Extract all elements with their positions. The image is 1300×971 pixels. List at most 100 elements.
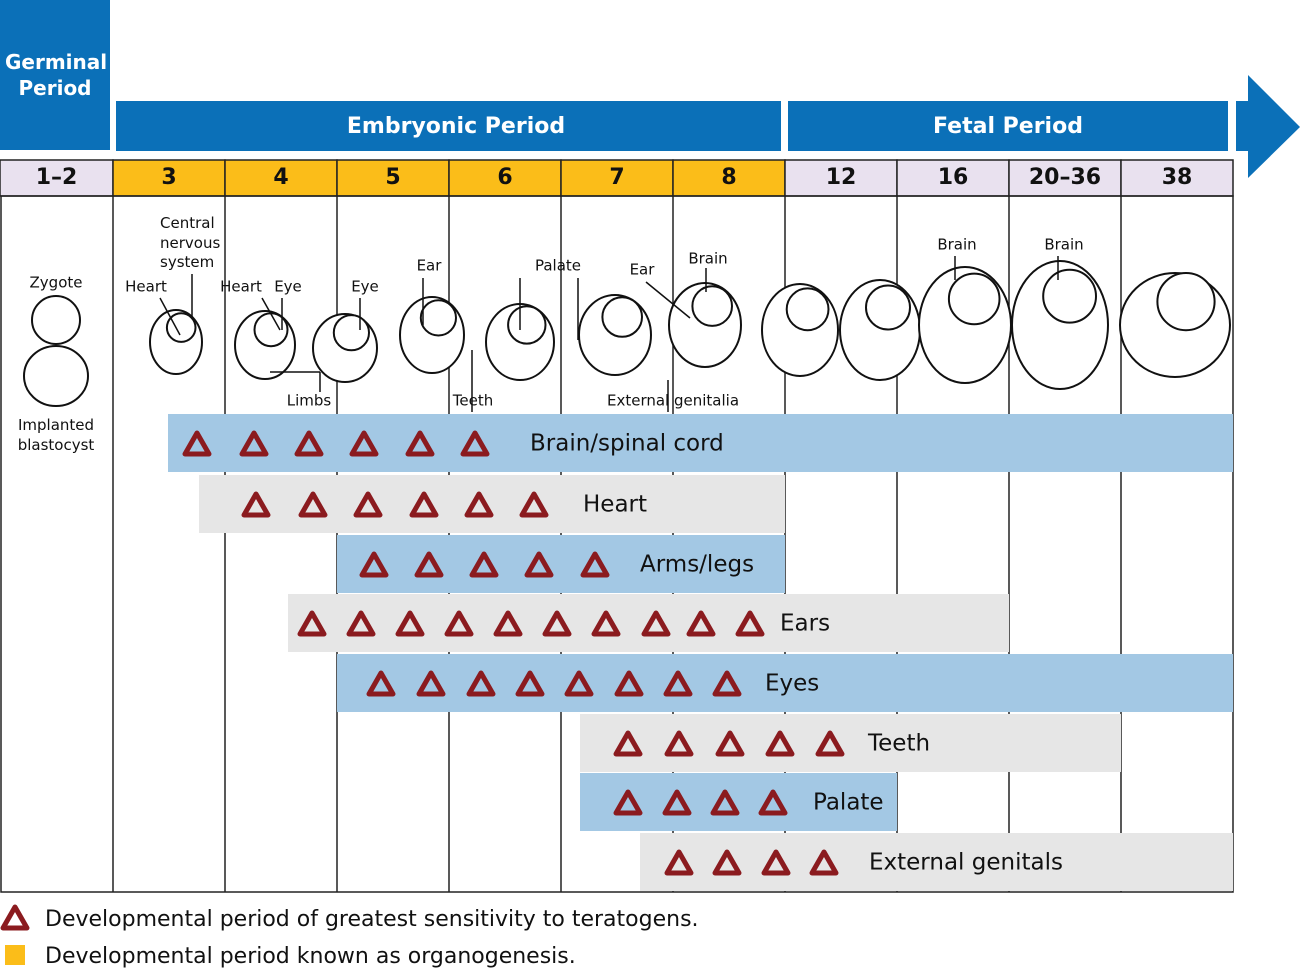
- legend-swatch: [5, 945, 25, 965]
- illustration-label: Heart: [220, 278, 262, 296]
- sensitivity-bar: [580, 714, 1121, 772]
- illustration-label: Brain: [1044, 236, 1083, 254]
- sensitivity-marker: [444, 610, 474, 637]
- embryo-head: [785, 287, 830, 332]
- sensitivity-marker: [664, 730, 694, 757]
- sensitivity-marker: [710, 789, 740, 816]
- sensitivity-marker: [758, 789, 788, 816]
- leader-line: [159, 297, 181, 336]
- legend-marker: [0, 904, 30, 931]
- sensitivity-marker: [464, 491, 494, 518]
- week-cell: [1008, 159, 1122, 197]
- illustration-label: Ear: [630, 261, 656, 279]
- sensitivity-label: Palate: [813, 790, 884, 816]
- sensitivity-marker: [613, 730, 643, 757]
- sensitivity-marker: [641, 610, 671, 637]
- sensitivity-marker: [395, 610, 425, 637]
- week-label: 3: [161, 165, 176, 190]
- illustration-label: Central nervous system: [160, 214, 221, 271]
- sensitivity-marker: [613, 789, 643, 816]
- sensitivity-marker: [241, 491, 271, 518]
- sensitivity-marker: [466, 670, 496, 697]
- week-cell: [560, 159, 674, 197]
- sensitivity-bar: [337, 535, 785, 593]
- embryo-head: [1156, 272, 1216, 332]
- timeline-arrow: [1236, 75, 1300, 178]
- week-label: 16: [938, 165, 969, 190]
- embryo-head: [507, 305, 547, 345]
- sensitivity-marker: [765, 730, 795, 757]
- week-label: 12: [826, 165, 857, 190]
- sensitivity-bar: [640, 833, 1233, 891]
- sensitivity-bar: [199, 475, 785, 533]
- illustration-label: Zygote: [30, 274, 83, 292]
- embryo-head: [601, 296, 644, 338]
- sensitivity-marker: [524, 551, 554, 578]
- week-label: 8: [721, 165, 736, 190]
- sensitivity-marker: [580, 551, 610, 578]
- illustration-label: Eye: [274, 278, 302, 296]
- embryo-head: [865, 284, 911, 331]
- zygote: [31, 295, 81, 345]
- embryo-head: [165, 312, 197, 343]
- embryonic-banner: [116, 101, 781, 151]
- sensitivity-bar: [168, 414, 1233, 472]
- sensitivity-marker: [493, 610, 523, 637]
- sensitivity-label: Teeth: [867, 731, 930, 757]
- embryo-head: [332, 314, 370, 352]
- illustration-label: Limbs: [287, 392, 332, 410]
- embryo-head: [691, 285, 734, 327]
- illustration-label: Brain: [937, 236, 976, 254]
- sensitivity-marker: [346, 610, 376, 637]
- sensitivity-marker: [298, 491, 328, 518]
- sensitivity-marker: [686, 610, 716, 637]
- sensitivity-marker: [359, 551, 389, 578]
- week-cell: [1120, 159, 1234, 197]
- sensitivity-marker: [409, 491, 439, 518]
- week-label: 20–36: [1029, 165, 1101, 190]
- illustration-label: Heart: [125, 278, 167, 296]
- illustration-label: Palate: [535, 257, 581, 275]
- sensitivity-marker: [414, 551, 444, 578]
- sensitivity-marker: [239, 430, 269, 457]
- week-cell: [448, 159, 562, 197]
- fetal-label: Fetal Period: [933, 114, 1083, 139]
- sensitivity-marker: [297, 610, 327, 637]
- sensitivity-marker: [664, 849, 694, 876]
- week-cell: [224, 159, 338, 197]
- fetal-banner: [788, 101, 1228, 151]
- sensitivity-label: External genitals: [869, 850, 1063, 876]
- illustration-label: External genitalia: [607, 392, 739, 410]
- sensitivity-marker: [182, 430, 212, 457]
- week-cell: [784, 159, 898, 197]
- blastocyst: [23, 345, 89, 407]
- sensitivity-label: Arms/legs: [640, 552, 754, 578]
- sensitivity-marker: [591, 610, 621, 637]
- embryo-head: [947, 272, 1001, 326]
- sensitivity-marker: [405, 430, 435, 457]
- leader-line: [261, 297, 281, 331]
- sensitivity-marker: [761, 849, 791, 876]
- illustration-label: Ear: [417, 257, 443, 275]
- sensitivity-marker: [542, 610, 572, 637]
- germinal-label: Germinal Period: [5, 50, 108, 100]
- sensitivity-marker: [663, 670, 693, 697]
- embryo-head: [419, 299, 457, 337]
- week-label: 38: [1162, 165, 1193, 190]
- sensitivity-marker: [294, 430, 324, 457]
- sensitivity-marker: [416, 670, 446, 697]
- legend-text: Developmental period known as organogene…: [45, 944, 576, 969]
- sensitivity-marker: [469, 551, 499, 578]
- sensitivity-marker: [715, 730, 745, 757]
- sensitivity-marker: [515, 670, 545, 697]
- illustration-label: Implanted blastocyst: [17, 416, 95, 454]
- sensitivity-marker: [815, 730, 845, 757]
- sensitivity-marker: [349, 430, 379, 457]
- sensitivity-marker: [519, 491, 549, 518]
- sensitivity-label: Ears: [780, 611, 830, 637]
- embryo-head: [1042, 268, 1097, 324]
- leader-line: [645, 281, 691, 319]
- sensitivity-marker: [564, 670, 594, 697]
